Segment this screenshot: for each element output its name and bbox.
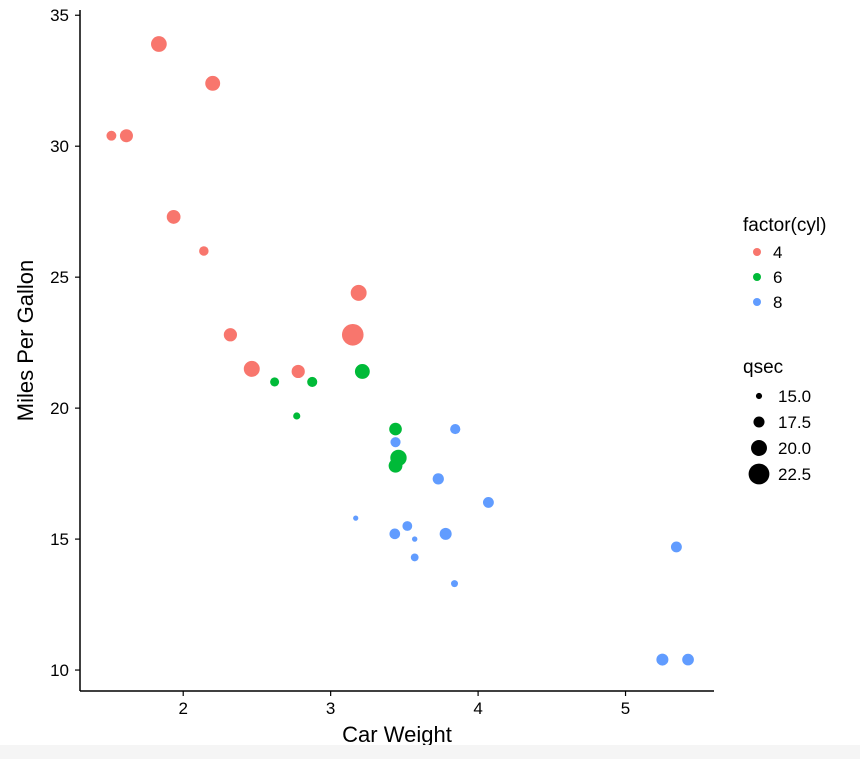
- tick-marks: 2 3 4 5 10 15 20 25 30 35: [50, 6, 630, 718]
- legend-label-cyl: 4: [773, 243, 782, 262]
- data-point-cyl-4: [199, 246, 209, 256]
- window-bottom-strip: [0, 745, 860, 759]
- data-point-cyl-8: [451, 580, 458, 588]
- legend-size-items: 15.0 17.5 20.0 22.5: [748, 387, 811, 485]
- legend-key-qsec: [755, 392, 763, 400]
- data-point-cyl-6: [388, 458, 403, 473]
- data-point-cyl-4: [119, 129, 133, 143]
- y-tick-label: 25: [50, 268, 69, 287]
- data-point-cyl-8: [410, 553, 419, 562]
- legend-color-title: factor(cyl): [743, 215, 826, 236]
- data-point-cyl-4: [243, 360, 260, 377]
- data-point-cyl-6: [389, 422, 402, 436]
- legend-key-cyl-6: [753, 273, 761, 281]
- legend-color-items: 4 6 8: [753, 243, 782, 312]
- data-point-cyl-8: [450, 423, 461, 435]
- y-tick-label: 35: [50, 6, 69, 25]
- legend-key-qsec: [753, 416, 765, 428]
- data-point-cyl-8: [482, 496, 494, 508]
- legend-label-qsec: 20.0: [778, 439, 811, 458]
- data-point-cyl-8: [402, 521, 413, 531]
- data-point-cyl-4: [341, 323, 364, 346]
- legend-size-title: qsec: [743, 357, 783, 378]
- data-points: [106, 36, 694, 666]
- x-tick-label: 5: [621, 699, 630, 718]
- data-point-cyl-6: [307, 376, 318, 387]
- data-point-cyl-4: [166, 210, 181, 224]
- legend-label-cyl: 6: [773, 268, 782, 287]
- x-axis-title: Car Weight: [342, 722, 452, 745]
- data-point-cyl-8: [682, 653, 694, 666]
- x-tick-label: 3: [326, 699, 335, 718]
- legend-label-qsec: 15.0: [778, 387, 811, 406]
- x-tick-label: 2: [178, 699, 187, 718]
- data-point-cyl-8: [432, 473, 444, 485]
- data-point-cyl-8: [389, 528, 401, 540]
- y-tick-label: 30: [50, 137, 69, 156]
- data-point-cyl-8: [411, 536, 418, 542]
- legend-key-qsec: [748, 463, 770, 485]
- data-point-cyl-8: [439, 527, 452, 540]
- data-point-cyl-6: [293, 412, 301, 420]
- data-point-cyl-6: [270, 377, 280, 387]
- y-tick-label: 15: [50, 530, 69, 549]
- data-point-cyl-8: [390, 437, 401, 448]
- data-point-cyl-4: [350, 284, 367, 301]
- axes: [79, 10, 714, 692]
- data-point-cyl-6: [354, 364, 370, 379]
- legend-key-cyl-4: [753, 248, 761, 256]
- data-point-cyl-8: [656, 653, 669, 666]
- data-point-cyl-4: [205, 75, 221, 91]
- legend-label-qsec: 17.5: [778, 413, 811, 432]
- y-tick-label: 20: [50, 399, 69, 418]
- y-tick-label: 10: [50, 661, 69, 680]
- data-point-cyl-4: [151, 36, 167, 52]
- data-point-cyl-4: [291, 364, 305, 379]
- data-point-cyl-4: [106, 130, 117, 141]
- data-point-cyl-8: [353, 515, 359, 521]
- legend-label-cyl: 8: [773, 293, 782, 312]
- legend-key-qsec: [751, 440, 767, 456]
- x-tick-label: 4: [473, 699, 482, 718]
- legend-key-cyl-8: [753, 298, 761, 306]
- y-axis-title: Miles Per Gallon: [13, 260, 38, 421]
- legend: factor(cyl) 4 6 8 qsec 15.0 17.5 20.0 22.5: [743, 215, 826, 485]
- data-point-cyl-4: [223, 328, 238, 342]
- data-point-cyl-8: [670, 541, 682, 553]
- legend-label-qsec: 22.5: [778, 465, 811, 484]
